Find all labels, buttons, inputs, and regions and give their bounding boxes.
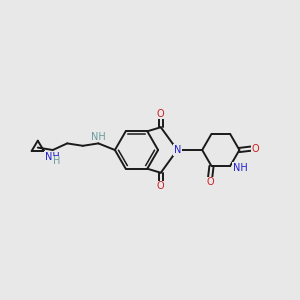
Text: NH: NH <box>45 152 60 162</box>
Text: N: N <box>174 145 181 155</box>
Text: O: O <box>252 143 260 154</box>
Text: NH: NH <box>91 132 106 142</box>
Text: O: O <box>157 181 165 191</box>
Text: H: H <box>53 156 61 167</box>
Text: O: O <box>157 109 165 119</box>
Text: O: O <box>206 177 214 187</box>
Text: NH: NH <box>232 163 247 172</box>
